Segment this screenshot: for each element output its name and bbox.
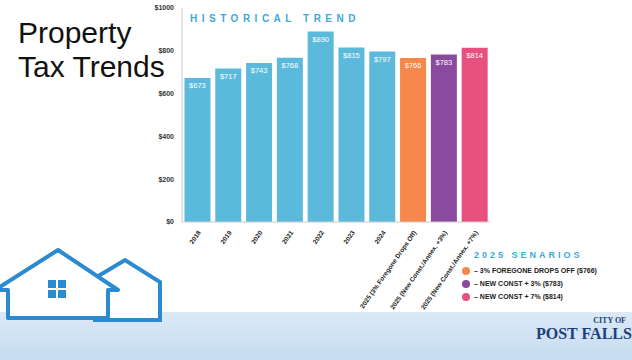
svg-text:2025 (3% Foregone Drops Off): 2025 (3% Foregone Drops Off) — [358, 229, 418, 310]
svg-text:2025 (New Const./Annex. +7%): 2025 (New Const./Annex. +7%) — [419, 229, 480, 311]
svg-text:$0: $0 — [166, 218, 174, 226]
svg-text:$200: $200 — [158, 176, 174, 184]
svg-text:$766: $766 — [405, 61, 422, 70]
svg-text:2023: 2023 — [342, 229, 356, 245]
svg-text:$743: $743 — [251, 66, 268, 75]
svg-text:$1000: $1000 — [155, 4, 175, 12]
svg-text:$717: $717 — [220, 72, 237, 81]
svg-text:2024: 2024 — [373, 229, 387, 245]
svg-text:2021: 2021 — [280, 229, 294, 245]
svg-text:2025 (New Const./Annex. +3%): 2025 (New Const./Annex. +3%) — [388, 229, 449, 311]
svg-text:2018: 2018 — [188, 229, 202, 245]
svg-text:$815: $815 — [343, 51, 360, 60]
svg-text:$673: $673 — [189, 81, 206, 90]
svg-text:2022: 2022 — [311, 229, 325, 245]
svg-text:$600: $600 — [158, 90, 174, 98]
svg-text:$400: $400 — [158, 133, 174, 141]
svg-text:2020: 2020 — [250, 229, 264, 245]
svg-text:$800: $800 — [158, 47, 174, 55]
svg-text:$783: $783 — [436, 58, 453, 67]
svg-text:2019: 2019 — [219, 229, 233, 245]
svg-text:$890: $890 — [312, 35, 329, 44]
svg-text:$797: $797 — [374, 55, 391, 64]
svg-text:$814: $814 — [466, 51, 483, 60]
svg-text:$768: $768 — [282, 61, 299, 70]
